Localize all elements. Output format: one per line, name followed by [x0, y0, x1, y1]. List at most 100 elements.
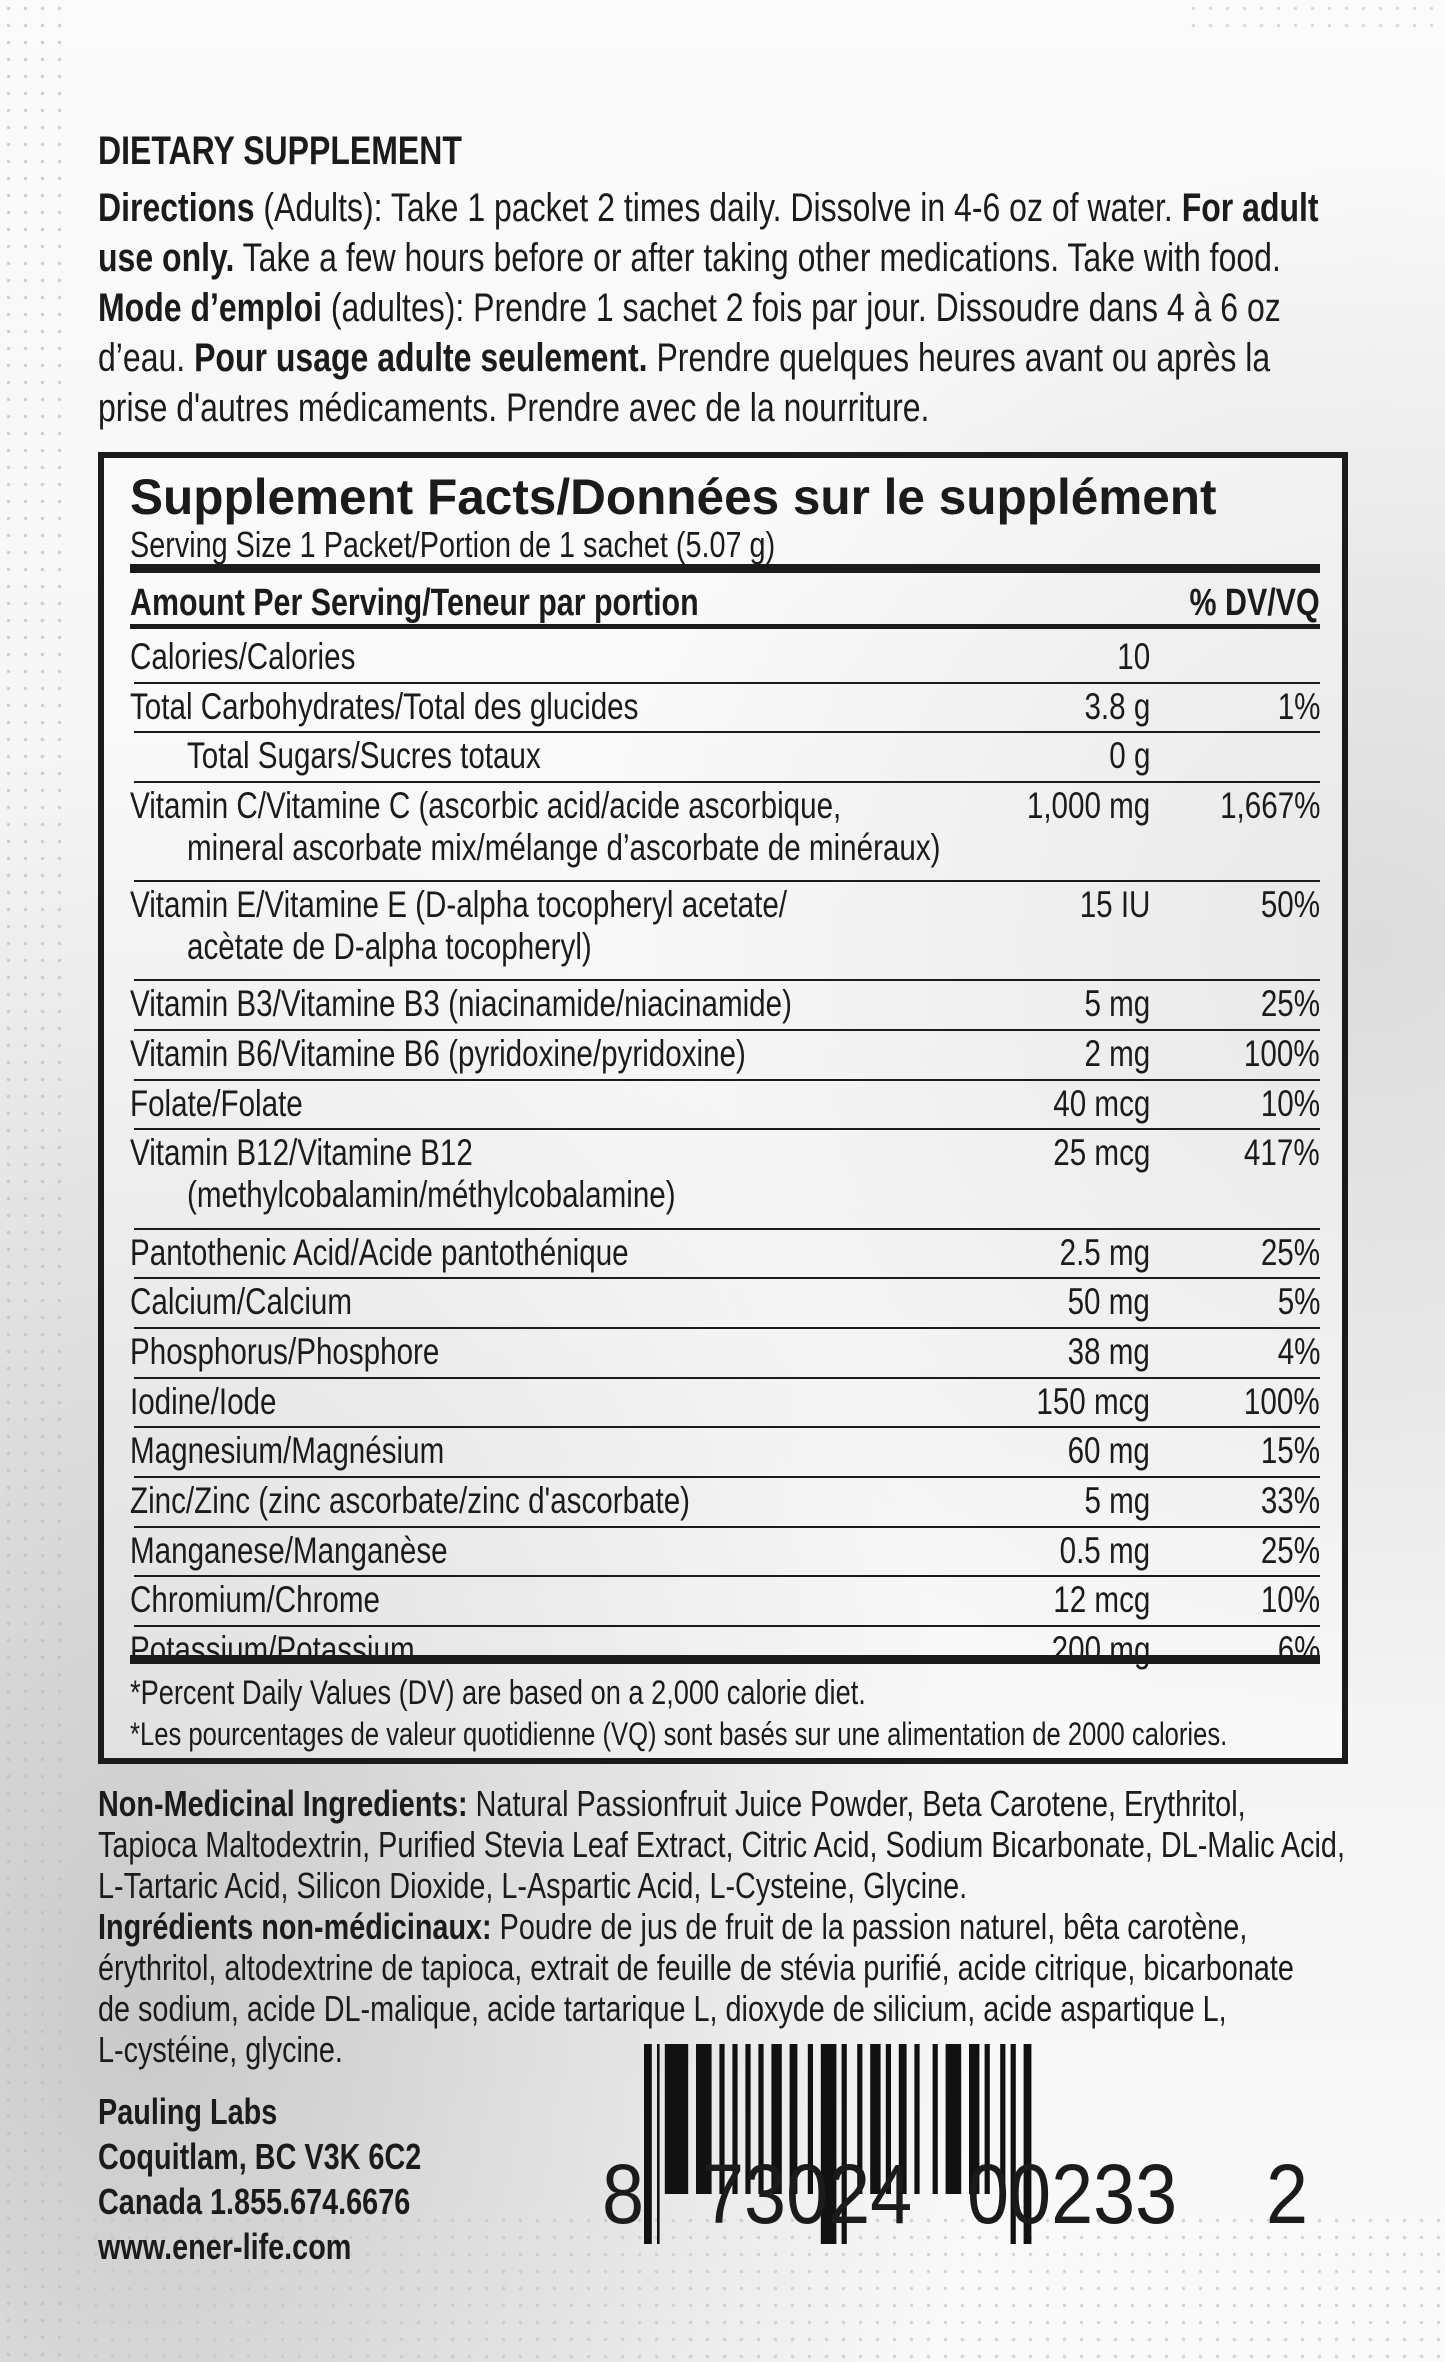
barcode-bar	[732, 2044, 738, 2194]
barcode-bar	[857, 2044, 863, 2194]
barcode-bar	[657, 2044, 660, 2244]
nutrient-name: Phosphorus/Phosphore	[130, 1330, 440, 1372]
barcode: 8 73024 00233 2	[602, 2044, 1314, 2254]
nutrient-name: Calcium/Calcium	[130, 1281, 353, 1323]
barcode-bar	[789, 2044, 798, 2194]
footnote-en: *Percent Daily Values (DV) are based on …	[130, 1674, 866, 1712]
row-divider	[134, 1426, 1320, 1429]
nutrient-name: Zinc/Zinc (zinc ascorbate/zinc d'ascorba…	[130, 1480, 691, 1521]
nutrient-name: Manganese/Manganèse	[130, 1529, 448, 1571]
nutrient-name-continued: acètate de D-alpha tocopheryl)	[187, 925, 592, 967]
nutrient-amount: 3.8 g	[1084, 685, 1150, 727]
barcode-bars	[644, 2044, 1032, 2244]
directions-line: Directions (Adults): Take 1 packet 2 tim…	[98, 186, 1319, 230]
directions-line: d’eau. Pour usage adulte seulement. Pren…	[98, 336, 1271, 380]
company-website: www.ener-life.com	[98, 2226, 352, 2267]
nutrient-dv: 10%	[1260, 1579, 1320, 1621]
nutrient-amount: 40 mcg	[1052, 1082, 1150, 1124]
nutrient-name: Vitamin C/Vitamine C (ascorbic acid/acid…	[130, 785, 842, 827]
barcode-digit-first: 8	[602, 2147, 645, 2241]
row-divider	[134, 1376, 1320, 1379]
divider-medium	[130, 624, 1320, 629]
directions-line: Mode d’emploi (adultes): Prendre 1 sache…	[98, 286, 1281, 330]
directions-line: use only. Take a few hours before or aft…	[98, 236, 1281, 280]
directions-line: prise d'autres médicaments. Prendre avec…	[98, 386, 930, 430]
nutrient-dv: 4%	[1277, 1330, 1320, 1372]
nutrient-dv: 5%	[1277, 1281, 1320, 1323]
barcode-digits-right: 00233	[967, 2147, 1178, 2241]
nutrient-amount: 1,000 mg	[1026, 785, 1150, 827]
nutrient-name-continued: mineral ascorbate mix/mélange d’ascorbat…	[187, 826, 941, 868]
facts-title: Supplement Facts/Données sur le suppléme…	[130, 469, 1217, 525]
barcode-bar	[914, 2044, 920, 2194]
nutrient-amount: 5 mg	[1084, 983, 1150, 1025]
barcode-bar	[719, 2044, 725, 2194]
nutrient-amount: 60 mg	[1067, 1430, 1150, 1472]
nutrient-name: Magnesium/Magnésium	[130, 1430, 445, 1472]
barcode-bar	[969, 2044, 980, 2194]
serving-size: Serving Size 1 Packet/Portion de 1 sache…	[130, 524, 776, 565]
barcode-bar	[945, 2044, 962, 2194]
nutrient-name: Calories/Calories	[130, 636, 356, 677]
nutrient-dv: 10%	[1260, 1082, 1320, 1124]
nutrient-amount: 2.5 mg	[1059, 1231, 1151, 1273]
company-phone: Canada 1.855.674.6676	[98, 2181, 411, 2222]
row-divider	[134, 1625, 1320, 1628]
nutrient-dv: 100%	[1244, 1380, 1320, 1422]
row-divider	[134, 781, 1320, 784]
nutrient-dv: 25%	[1260, 983, 1320, 1025]
nutrient-amount: 5 mg	[1084, 1480, 1150, 1521]
nutrient-name: Total Carbohydrates/Total des glucides	[130, 685, 639, 727]
nutrient-name: Vitamin B12/Vitamine B12	[130, 1132, 473, 1174]
company-address: Coquitlam, BC V3K 6C2	[98, 2136, 422, 2177]
row-divider	[134, 731, 1320, 734]
barcode-bar	[644, 2044, 652, 2244]
ingredients-line: L-cystéine, glycine.	[98, 2029, 343, 2070]
nutrient-dv: 100%	[1244, 1033, 1320, 1074]
nutrient-name: Pantothenic Acid/Acide pantothénique	[130, 1231, 629, 1273]
perforation-pattern	[0, 0, 70, 2362]
ingredients-line: de sodium, acide DL-malique, acide tarta…	[98, 1988, 1227, 2029]
barcode-digits-left: 73024	[702, 2147, 913, 2241]
barcode-bar	[745, 2044, 751, 2194]
perforation-pattern	[1185, 0, 1445, 40]
row-divider	[134, 1525, 1320, 1528]
nutrient-amount: 10	[1117, 636, 1150, 677]
row-divider	[134, 1029, 1320, 1031]
nutrient-dv: 25%	[1260, 1231, 1320, 1273]
nutrient-amount: 0 g	[1108, 735, 1150, 777]
nutrient-amount: 50 mg	[1067, 1281, 1150, 1323]
nutrient-dv: 1,667%	[1219, 785, 1320, 827]
nutrient-amount: 25 mcg	[1052, 1132, 1150, 1174]
row-divider	[134, 1078, 1320, 1081]
barcode-bar	[885, 2044, 891, 2194]
nutrient-name: Total Sugars/Sucres totaux	[187, 735, 541, 777]
barcode-bar	[898, 2044, 907, 2194]
row-divider	[134, 1227, 1320, 1230]
nutrient-dv: 50%	[1260, 884, 1320, 926]
row-divider	[134, 1326, 1320, 1329]
divider-thick	[130, 1655, 1320, 1664]
nutrient-dv: 15%	[1260, 1430, 1320, 1472]
nutrient-dv: 1%	[1277, 685, 1320, 727]
barcode-bar	[932, 2044, 938, 2194]
ingredients-line: Ingrédients non-médicinaux: Poudre de ju…	[98, 1906, 1248, 1947]
barcode-bar	[807, 2044, 813, 2194]
nutrient-amount: 2 mg	[1084, 1033, 1150, 1074]
header-amount-per-serving: Amount Per Serving/Teneur par portion	[130, 582, 699, 624]
nutrient-amount: 12 mcg	[1052, 1579, 1150, 1621]
barcode-bar	[870, 2044, 881, 2194]
nutrient-dv: 33%	[1260, 1480, 1320, 1521]
barcode-bar	[1000, 2044, 1006, 2194]
divider-thick	[130, 564, 1320, 573]
nutrient-name: Vitamin E/Vitamine E (D-alpha tocopheryl…	[130, 884, 788, 926]
nutrient-name-continued: (methylcobalamin/méthylcobalamine)	[187, 1173, 676, 1215]
ingredients-line: Tapioca Maltodextrin, Purified Stevia Le…	[98, 1824, 1345, 1865]
row-divider	[134, 1277, 1320, 1280]
nutrient-amount: 15 IU	[1079, 884, 1150, 926]
barcode-bar	[771, 2044, 782, 2194]
nutrient-name: Chromium/Chrome	[130, 1579, 381, 1621]
barcode-bar	[984, 2044, 990, 2194]
header-dv: % DV/VQ	[1189, 582, 1320, 624]
barcode-bar	[758, 2044, 764, 2194]
